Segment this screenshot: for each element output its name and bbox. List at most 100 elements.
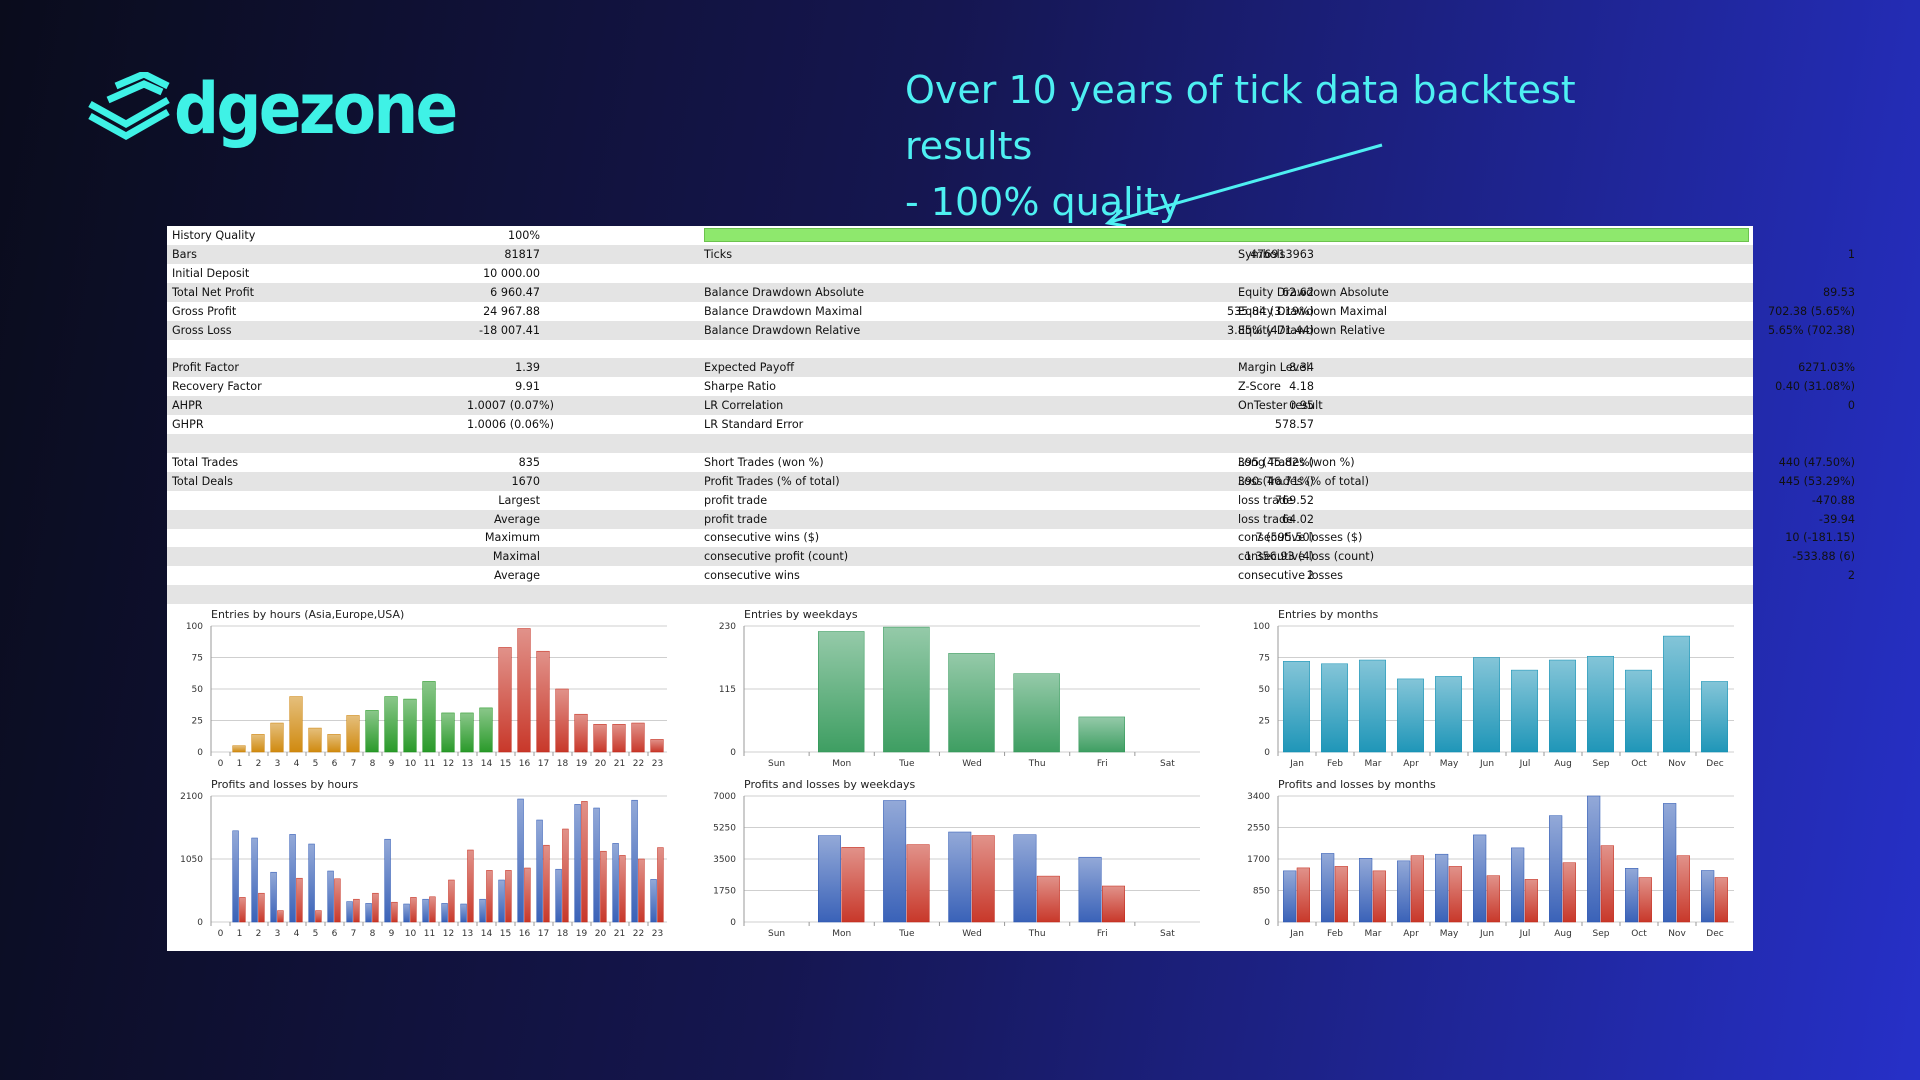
x-tick-label: Jul: [1519, 759, 1531, 769]
bar: [277, 910, 284, 923]
headline: Over 10 years of tick data backtest resu…: [905, 62, 1665, 230]
stat-label: consecutive loss (count): [1238, 550, 1375, 564]
stat-value: 390 (46.71%): [1237, 474, 1314, 488]
x-tick-label: 6: [332, 759, 338, 769]
bar: [581, 801, 588, 923]
chart-1: Entries by weekdays 230 115 0 Sun Mon Tue Wed Th…: [702, 604, 1212, 777]
chart-title: Profits and losses by hours: [211, 778, 359, 791]
bar: [612, 724, 626, 753]
y-tick-label: 3500: [713, 855, 736, 865]
bar: [1372, 870, 1386, 923]
x-tick-label: Tue: [898, 759, 915, 769]
x-tick-label: 11: [424, 759, 435, 769]
stat-label: Gross Loss: [172, 323, 232, 337]
stat-label: Sharpe Ratio: [704, 380, 776, 394]
y-tick-label: 0: [197, 748, 203, 758]
stat-label: Short Trades (won %): [704, 455, 824, 469]
x-tick-label: Oct: [1631, 759, 1647, 769]
stat-value: 0: [1847, 399, 1855, 413]
x-tick-label: 4: [294, 759, 300, 769]
stat-label: Symbols: [1238, 247, 1286, 261]
bar: [422, 898, 429, 923]
bar: [948, 653, 995, 753]
stat-value: 9.91: [515, 380, 540, 394]
stats-row: Recovery Factor 9.91 Sharpe Ratio 4.18 Z-Sco…: [167, 377, 1855, 396]
x-tick-label: Apr: [1403, 759, 1419, 769]
x-tick-label: 2: [256, 759, 262, 769]
x-tick-label: 2: [256, 929, 262, 939]
stats-row: AHPR 1.0007 (0.07%) LR Correlation 0.95 OnTe…: [167, 396, 1855, 416]
x-tick-label: 18: [557, 929, 569, 939]
y-tick-label: 7000: [713, 792, 736, 802]
x-tick-label: Jun: [1479, 759, 1494, 769]
bar: [1562, 862, 1576, 923]
stat-label: consecutive wins ($): [704, 531, 820, 545]
stat-value: 1 356.93 (4): [1244, 550, 1314, 564]
chart-title: Profits and losses by weekdays: [744, 778, 915, 791]
x-tick-label: 14: [481, 759, 493, 769]
bar: [1448, 866, 1462, 923]
x-tick-label: Wed: [962, 929, 982, 939]
bar: [403, 698, 417, 753]
stat-label: Z-Score: [1238, 380, 1281, 394]
x-tick-label: 16: [519, 759, 531, 769]
bar: [232, 830, 239, 923]
stat-label: Profit Trades (% of total): [704, 474, 840, 488]
y-tick-label: 75: [1259, 654, 1270, 664]
y-tick-label: 2100: [180, 792, 203, 802]
stat-value: 578.57: [1274, 418, 1314, 431]
bar: [1013, 673, 1060, 753]
bar: [346, 715, 360, 753]
bar: [619, 855, 626, 923]
bar: [818, 835, 841, 923]
edgezone-logo-icon: [88, 70, 170, 141]
stat-value: 0.40 (31.08%): [1775, 380, 1855, 394]
bar: [372, 892, 379, 923]
x-tick-label: 11: [424, 929, 435, 939]
bar: [536, 650, 550, 753]
x-tick-label: 9: [389, 929, 395, 939]
stat-value: 0.95: [1289, 399, 1314, 413]
bar: [422, 681, 436, 753]
x-tick-label: Oct: [1631, 929, 1647, 939]
bar: [384, 838, 391, 923]
x-tick-label: 17: [538, 929, 549, 939]
stat-label: Margin Level: [1238, 361, 1310, 375]
x-tick-label: 7: [351, 929, 357, 939]
x-tick-label: 21: [614, 929, 625, 939]
x-tick-label: Fri: [1097, 929, 1108, 939]
bar: [403, 903, 410, 923]
x-tick-label: Sun: [768, 759, 785, 769]
stat-value: 6271.03%: [1798, 361, 1855, 375]
x-tick-label: 7: [351, 759, 357, 769]
bar: [574, 713, 588, 753]
bar: [1600, 845, 1614, 923]
chart-svg: Entries by hours (Asia,Europe,USA)100755…: [186, 608, 667, 769]
bar: [251, 837, 258, 923]
stats-row: [167, 433, 1753, 453]
bar: [818, 631, 865, 753]
x-tick-label: 4: [294, 929, 300, 939]
bar: [1714, 877, 1728, 923]
stat-value: 6 960.47: [490, 285, 540, 299]
bar: [479, 898, 486, 923]
x-tick-label: Sep: [1593, 929, 1610, 939]
x-tick-label: 3: [275, 929, 281, 939]
x-tick-label: Mar: [1365, 759, 1382, 769]
bar: [258, 892, 265, 923]
chart-svg: Entries by months 100 75 50 25 0 Jan Feb Mar Apr M…: [1253, 608, 1734, 769]
bar: [315, 910, 322, 923]
stats-row: Total Trades 835 Short Trades (won %) 395 (…: [167, 453, 1855, 472]
stat-label: Balance Drawdown Relative: [704, 323, 861, 337]
stat-value: 1.0007 (0.07%): [467, 399, 554, 413]
y-tick-label: 1700: [1247, 855, 1270, 865]
x-tick-label: 1: [237, 929, 243, 939]
x-tick-label: 19: [576, 759, 588, 769]
stat-label: Equity Drawdown Absolute: [1238, 285, 1389, 299]
x-tick-label: Tue: [898, 929, 915, 939]
bar: [574, 804, 581, 923]
bar: [612, 843, 619, 923]
stat-value: 1: [1847, 247, 1855, 261]
bar: [906, 844, 930, 923]
